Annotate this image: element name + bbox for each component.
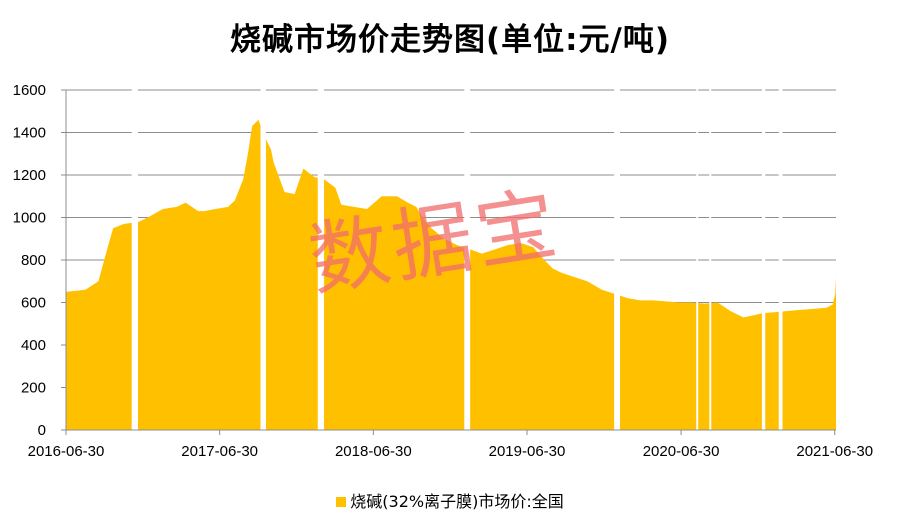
data-gap (614, 88, 621, 430)
y-tick-label: 800 (21, 252, 46, 269)
data-gaps (131, 88, 783, 430)
x-tick-label: 2020-06-30 (643, 443, 720, 460)
x-tick-label: 2017-06-30 (181, 443, 258, 460)
data-gap (709, 88, 712, 430)
chart-title: 烧碱市场价走势图(单位:元/吨) (229, 22, 671, 58)
data-gap (464, 88, 471, 430)
data-gap (778, 88, 783, 430)
data-gap (761, 88, 766, 430)
y-tick-label: 1600 (13, 82, 46, 99)
x-tick-labels: 2016-06-30 2017-06-30 2018-06-30 2019-06-30… (28, 443, 873, 460)
x-tick-label: 2018-06-30 (335, 443, 412, 460)
y-tick-label: 0 (38, 422, 46, 439)
data-gap (131, 88, 138, 430)
legend-label: 烧碱(32%离子膜)市场价:全国 (350, 492, 564, 511)
x-tick-label: 2021-06-30 (796, 443, 873, 460)
legend: 烧碱(32%离子膜)市场价:全国 (0, 488, 900, 512)
axes (61, 89, 836, 435)
y-tick-labels: 0 200 400 600 800 1000 1200 1400 1600 (13, 82, 46, 439)
y-tick-label: 1200 (13, 167, 46, 184)
y-tick-label: 1400 (13, 125, 46, 142)
series-area (66, 119, 836, 431)
y-tick-label: 200 (21, 380, 46, 397)
data-gap (260, 88, 266, 430)
y-tick-label: 400 (21, 337, 46, 354)
data-gap (317, 88, 325, 430)
x-tick-label: 2019-06-30 (489, 443, 566, 460)
legend-swatch (336, 497, 347, 507)
y-tick-label: 600 (21, 295, 46, 312)
data-gap (696, 88, 699, 430)
x-tick-label: 2016-06-30 (28, 443, 105, 460)
y-tick-label: 1000 (13, 210, 46, 227)
series-area-shape (66, 119, 836, 431)
